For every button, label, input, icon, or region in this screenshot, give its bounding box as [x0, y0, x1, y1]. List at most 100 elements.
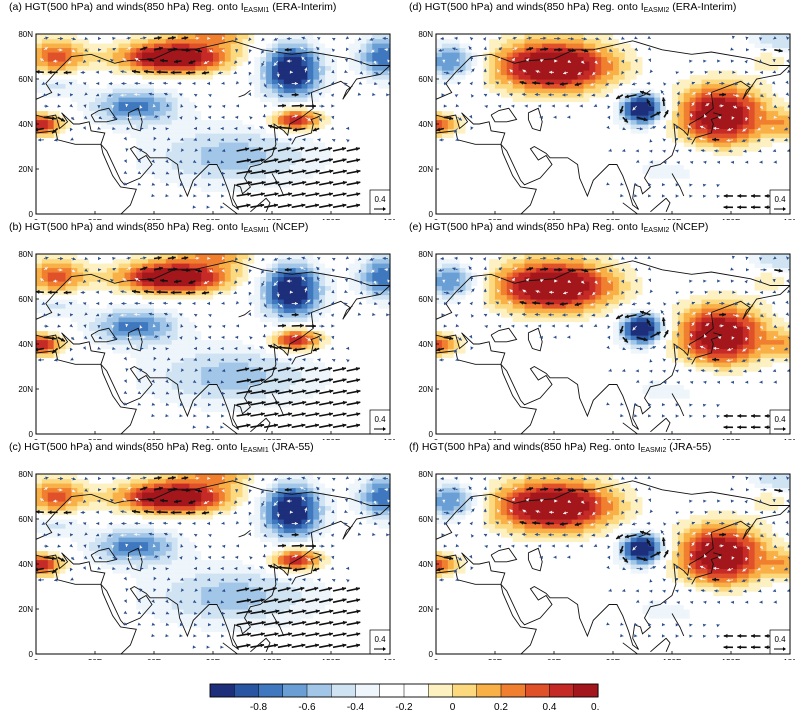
- panel-title-index: EASMI1: [243, 447, 269, 454]
- lon-tick-label: 0: [34, 438, 39, 440]
- lat-tick-label: 20N: [18, 605, 33, 614]
- lon-tick-label: 60E: [147, 218, 161, 220]
- lat-tick-label: 20N: [18, 385, 33, 394]
- colorbar-swatch: [403, 683, 429, 698]
- lon-tick-label: 30E: [488, 218, 502, 220]
- lat-tick-label: 60N: [418, 295, 433, 304]
- panel-title-index: EASMI1: [243, 227, 270, 234]
- colorbar-swatch: [452, 683, 478, 698]
- lat-tick-label: 60N: [18, 75, 33, 84]
- colorbar-swatch: [525, 683, 551, 698]
- panel-title-index: EASMI2: [640, 447, 667, 454]
- lat-tick-label: 40N: [18, 560, 33, 569]
- lon-tick-label: 90E: [206, 438, 220, 440]
- lon-tick-label: 90E: [606, 658, 620, 660]
- panel-title-dataset: (NCEP): [269, 221, 309, 233]
- lat-tick-label: 0: [429, 430, 434, 439]
- lat-tick-label: 80N: [418, 30, 433, 39]
- lat-tick-label: 80N: [18, 250, 33, 259]
- wind-vectors: [436, 35, 790, 210]
- lon-tick-label: 150E: [722, 658, 741, 660]
- lat-tick-label: 80N: [18, 30, 33, 39]
- lat-tick-label: 0: [429, 650, 434, 659]
- lat-tick-label: 20N: [418, 385, 433, 394]
- colorbar-swatch: [282, 683, 308, 698]
- colorbar-swatch: [355, 683, 381, 698]
- colorbar-swatch: [331, 683, 357, 698]
- lat-tick-label: 20N: [418, 165, 433, 174]
- reference-vector-box: 0.4: [769, 629, 791, 655]
- map-d: 0.4 0 20N 40N 60N 80N 0 30E 60E 90E 120E 150E 180: [418, 30, 795, 220]
- colorbar-tick-label: 0.2: [494, 702, 508, 713]
- panel-e: 0.4 0 20N 40N 60N 80N 0 30E 60E 90E 120E 150E 180 (e)…: [400, 220, 795, 440]
- reference-vector-box: 0.4: [369, 189, 391, 215]
- colorbar-swatch: [258, 683, 284, 698]
- lon-tick-label: 180: [783, 218, 795, 220]
- lon-tick-label: 120E: [663, 218, 682, 220]
- lon-tick-label: 60E: [547, 658, 561, 660]
- colorbar-tick-label: -0.6: [298, 702, 316, 713]
- map-c: 0.4 0 20N 40N 60N 80N 0 30E 60E 90E 120E 150E 180: [18, 470, 395, 660]
- lat-tick-label: 80N: [418, 470, 433, 479]
- lon-tick-label: 0: [434, 658, 439, 660]
- colorbar-tick-label: 0.4: [543, 702, 557, 713]
- lon-tick-label: 180: [383, 438, 395, 440]
- lat-tick-label: 0: [29, 650, 34, 659]
- panel-title-index: EASMI2: [643, 227, 670, 234]
- panel-title: (f) HGT(500 hPa) and winds(850 hPa) Reg.…: [409, 441, 711, 454]
- lat-tick-label: 40N: [18, 120, 33, 129]
- lat-tick-label: 40N: [418, 340, 433, 349]
- lon-tick-label: 30E: [88, 658, 102, 660]
- wind-vectors: [36, 255, 390, 429]
- lon-tick-label: 0: [434, 438, 439, 440]
- colorbar-swatch: [234, 683, 260, 698]
- panel-title-dataset: (NCEP): [669, 221, 709, 233]
- panel-title-dataset: (ERA-Interim): [669, 1, 737, 13]
- panel-title-index: EASMI1: [243, 7, 270, 14]
- wind-vectors: [36, 475, 390, 649]
- lon-tick-label: 30E: [88, 438, 102, 440]
- lon-tick-label: 90E: [206, 658, 220, 660]
- panel-title-dataset: (JRA-55): [268, 441, 314, 453]
- colorbar-tick-label: 0: [450, 702, 456, 713]
- map-e: 0.4 0 20N 40N 60N 80N 0 30E 60E 90E 120E 150E 180: [418, 250, 795, 440]
- lat-tick-label: 60N: [418, 515, 433, 524]
- lon-tick-label: 150E: [322, 438, 341, 440]
- reference-vector-label: 0.4: [774, 195, 786, 204]
- lon-tick-label: 180: [383, 218, 395, 220]
- lon-tick-label: 150E: [322, 218, 341, 220]
- lat-tick-label: 60N: [18, 295, 33, 304]
- colorbar-tick-label: 0.6: [591, 702, 600, 713]
- lon-tick-label: 30E: [88, 218, 102, 220]
- reference-vector-label: 0.4: [374, 195, 386, 204]
- colorbar-swatch: [476, 683, 502, 698]
- map-b: 0.4 0 20N 40N 60N 80N 0 30E 60E 90E 120E 150E 180: [18, 250, 395, 440]
- colorbar-swatch: [306, 683, 332, 698]
- map-a: 0.4 0 20N 40N 60N 80N 0 30E 60E 90E 120E 150E 180: [18, 30, 395, 220]
- wind-vectors: [36, 35, 390, 209]
- lon-tick-label: 60E: [147, 438, 161, 440]
- colorbar-swatch: [549, 683, 575, 698]
- lon-tick-label: 150E: [722, 438, 741, 440]
- lat-tick-label: 0: [29, 430, 34, 439]
- panel-c: 0.4 0 20N 40N 60N 80N 0 30E 60E 90E 120E 150E 180 (c)…: [0, 440, 395, 660]
- lon-tick-label: 150E: [322, 658, 341, 660]
- lon-tick-label: 180: [383, 658, 395, 660]
- reference-vector-label: 0.4: [774, 635, 786, 644]
- shaded-field: [436, 254, 790, 434]
- lon-tick-label: 30E: [488, 658, 502, 660]
- shaded-field: [36, 34, 390, 214]
- panel-title-dataset: (JRA-55): [666, 441, 712, 453]
- reference-vector-box: 0.4: [769, 189, 791, 215]
- panel-title-main: (b) HGT(500 hPa) and winds(850 hPa) Reg.…: [9, 221, 244, 233]
- lat-tick-label: 80N: [18, 470, 33, 479]
- lat-tick-label: 80N: [418, 250, 433, 259]
- lon-tick-label: 120E: [663, 438, 682, 440]
- reference-vector-box: 0.4: [369, 409, 391, 435]
- panel-title-main: (a) HGT(500 hPa) and winds(850 hPa) Reg.…: [9, 1, 244, 13]
- lon-tick-label: 60E: [547, 218, 561, 220]
- panel-b: 0.4 0 20N 40N 60N 80N 0 30E 60E 90E 120E 150E 180 (b)…: [0, 220, 395, 440]
- lat-tick-label: 60N: [18, 515, 33, 524]
- lon-tick-label: 120E: [263, 218, 282, 220]
- lat-tick-label: 20N: [418, 605, 433, 614]
